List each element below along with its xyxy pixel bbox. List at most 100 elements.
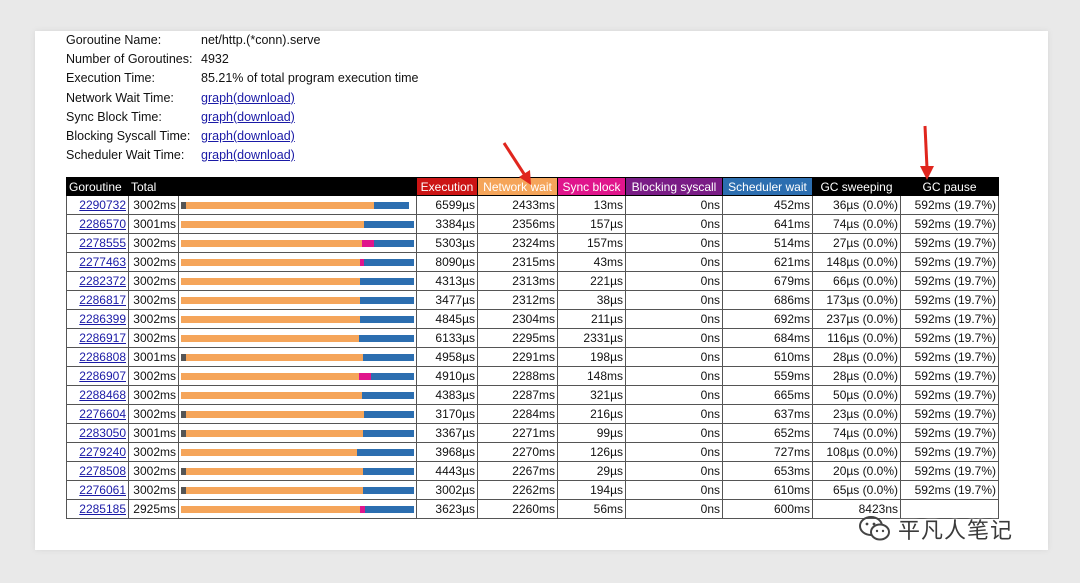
sync-block-cell: 198µs [557, 347, 626, 367]
gc-pause-cell: 592ms (19.7%) [900, 423, 999, 443]
table-row: 2286570 3001ms 3384µs 2356ms 157µs 0ns 641ms 74… [66, 214, 999, 234]
bar-segment-network [181, 258, 361, 266]
blocking-syscall-cell: 0ns [625, 271, 723, 291]
goroutine-id-link[interactable]: 2286808 [79, 350, 126, 364]
total-cell: 3001ms [128, 214, 179, 234]
execution-cell: 3477µs [416, 290, 478, 310]
goroutine-id-cell: 2285185 [66, 499, 129, 519]
table-row: 2278508 3002ms 4443µs 2267ms 29µs 0ns 653ms 20µ… [66, 461, 999, 481]
time-bar-cell [178, 233, 417, 253]
total-cell: 3002ms [128, 366, 179, 386]
goroutine-id-link[interactable]: 2286817 [79, 293, 126, 307]
bar-segment-scheduler [363, 220, 414, 228]
header-blocking-syscall: Blocking syscall [625, 177, 723, 196]
bar-segment-network [181, 448, 357, 456]
summary-label: Blocking Syscall Time: [66, 128, 191, 143]
time-bar [181, 239, 414, 247]
scheduler-wait-cell: 610ms [722, 480, 813, 500]
scheduler-wait-cell: 727ms [722, 442, 813, 462]
goroutine-id-link[interactable]: 2278555 [79, 236, 126, 250]
scheduler-wait-cell: 679ms [722, 271, 813, 291]
graph-download-link[interactable]: graph(download) [201, 109, 295, 124]
bar-segment-network [181, 296, 361, 304]
gc-sweeping-cell: 50µs (0.0%) [812, 385, 901, 405]
bar-segment-scheduler [363, 258, 414, 266]
goroutine-id-link[interactable]: 2283050 [79, 426, 126, 440]
time-bar [181, 410, 414, 418]
goroutine-id-link[interactable]: 2285185 [79, 502, 126, 516]
goroutine-id-link[interactable]: 2286907 [79, 369, 126, 383]
trace-page: Goroutine Name: net/http.(*conn).serve Num… [35, 31, 1048, 550]
network-wait-cell: 2267ms [477, 461, 558, 481]
goroutine-id-link[interactable]: 2288468 [79, 388, 126, 402]
bar-segment-execution [181, 467, 186, 475]
gc-sweeping-cell: 28µs (0.0%) [812, 366, 901, 386]
goroutine-id-link[interactable]: 2279240 [79, 445, 126, 459]
goroutine-id-link[interactable]: 2276604 [79, 407, 126, 421]
goroutine-id-link[interactable]: 2276061 [79, 483, 126, 497]
time-bar [181, 391, 414, 399]
header-gc-sweeping: GC sweeping [812, 177, 901, 196]
time-bar [181, 448, 414, 456]
sync-block-cell: 2331µs [557, 328, 626, 348]
total-cell: 3002ms [128, 461, 179, 481]
goroutine-id-link[interactable]: 2278508 [79, 464, 126, 478]
graph-download-link[interactable]: graph(download) [201, 90, 295, 105]
time-bar-cell [178, 252, 417, 272]
time-bar [181, 315, 414, 323]
sync-block-cell: 13ms [557, 195, 626, 215]
goroutine-id-link[interactable]: 2282372 [79, 274, 126, 288]
time-bar-cell [178, 480, 417, 500]
header-execution: Execution [416, 177, 478, 196]
goroutine-id-cell: 2277463 [66, 252, 129, 272]
goroutine-id-cell: 2286917 [66, 328, 129, 348]
time-bar-cell [178, 214, 417, 234]
bar-segment-network [185, 201, 375, 209]
time-bar-cell [178, 461, 417, 481]
goroutine-table: Goroutine Total Execution Network wait S… [66, 177, 999, 519]
bar-segment-network [181, 220, 364, 228]
time-bar-cell [178, 290, 417, 310]
goroutine-id-link[interactable]: 2277463 [79, 255, 126, 269]
goroutine-id-cell: 2286808 [66, 347, 129, 367]
total-cell: 3002ms [128, 385, 179, 405]
goroutine-id-link[interactable]: 2286570 [79, 217, 126, 231]
gc-pause-cell: 592ms (19.7%) [900, 347, 999, 367]
annotation-arrow-gc-pause [920, 125, 934, 180]
sync-block-cell: 216µs [557, 404, 626, 424]
sync-block-cell: 157µs [557, 214, 626, 234]
time-bar-cell [178, 195, 417, 215]
total-cell: 3002ms [128, 404, 179, 424]
time-bar [181, 353, 414, 361]
execution-cell: 3002µs [416, 480, 478, 500]
goroutine-id-link[interactable]: 2286917 [79, 331, 126, 345]
goroutine-id-link[interactable]: 2286399 [79, 312, 126, 326]
table-header-row: Goroutine Total Execution Network wait S… [66, 177, 999, 196]
blocking-syscall-cell: 0ns [625, 480, 723, 500]
bar-segment-execution [181, 353, 186, 361]
gc-sweeping-cell: 116µs (0.0%) [812, 328, 901, 348]
summary-label: Goroutine Name: [66, 33, 162, 47]
time-bar-cell [178, 366, 417, 386]
execution-cell: 3384µs [416, 214, 478, 234]
time-bar [181, 277, 414, 285]
goroutine-id-cell: 2279240 [66, 442, 129, 462]
graph-download-link[interactable]: graph(download) [201, 128, 295, 143]
network-wait-cell: 2287ms [477, 385, 558, 405]
graph-download-link[interactable]: graph(download) [201, 148, 295, 163]
gc-sweeping-cell: 36µs (0.0%) [812, 195, 901, 215]
goroutine-id-cell: 2278555 [66, 233, 129, 253]
bar-segment-scheduler [360, 296, 414, 304]
bar-segment-network [185, 353, 363, 361]
summary-row: Number of Goroutines: 4932 [66, 50, 418, 69]
summary-row: Scheduler Wait Time: graph(download) [66, 146, 418, 165]
network-wait-cell: 2356ms [477, 214, 558, 234]
goroutine-table-body: 2290732 3002ms 6599µs 2433ms 13ms 0ns 452ms 36µ… [66, 195, 999, 519]
scheduler-wait-cell: 452ms [722, 195, 813, 215]
goroutine-id-link[interactable]: 2290732 [79, 198, 126, 212]
total-cell: 3002ms [128, 252, 179, 272]
annotation-arrow-network [502, 142, 531, 185]
bar-segment-network [181, 334, 360, 342]
table-row: 2282372 3002ms 4313µs 2313ms 221µs 0ns 679ms 66… [66, 271, 999, 291]
sync-block-cell: 126µs [557, 442, 626, 462]
